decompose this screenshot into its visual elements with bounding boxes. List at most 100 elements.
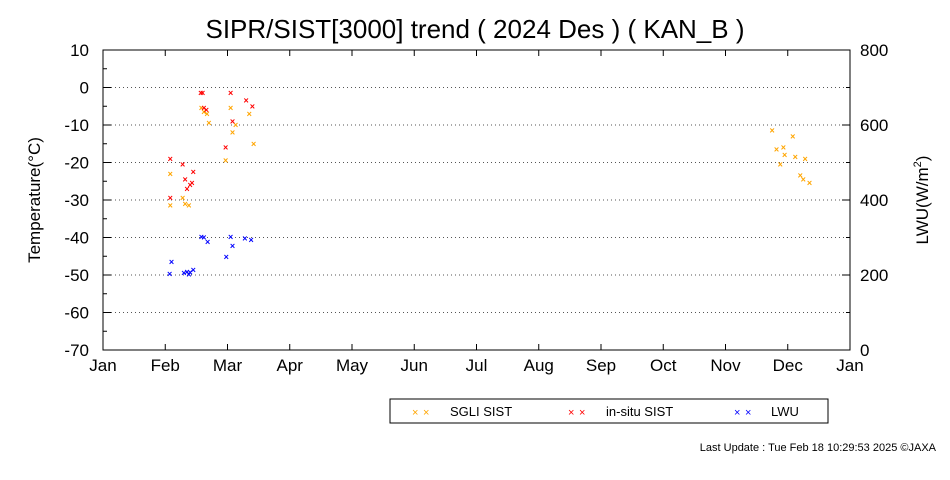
legend-marker-sgli-2: × — [423, 407, 429, 419]
data-point: × — [188, 180, 193, 190]
series-sgli-sist: ×××××××××××××××××××××××××× — [168, 103, 813, 211]
x-tick-label: Jun — [401, 356, 428, 375]
legend-marker-insitu-2: × — [579, 407, 585, 419]
data-point: × — [167, 269, 172, 279]
y-tick-labels: 10 0 -10 -20 -30 -40 -50 -60 -70 — [64, 41, 89, 360]
y2-tick-label: 0 — [860, 341, 869, 360]
data-point: × — [183, 199, 188, 209]
data-point: × — [230, 128, 235, 138]
data-point: × — [198, 88, 203, 98]
data-point: × — [778, 159, 783, 169]
data-point: × — [169, 257, 174, 267]
x-tick-labels: Jan Feb Mar Apr May Jun Jul Aug Sep Oct Nov Dec Jan — [89, 356, 863, 375]
data-point: × — [242, 233, 247, 243]
legend-marker-sgli: × — [412, 407, 421, 419]
y2-axis-label-close: ) — [913, 156, 932, 162]
y-tick-label: -70 — [64, 341, 89, 360]
data-point: × — [224, 252, 229, 262]
data-point: × — [223, 156, 228, 166]
x-tick-label: Sep — [586, 356, 616, 375]
data-point: × — [801, 174, 806, 184]
data-point: × — [186, 201, 191, 211]
data-point: × — [201, 233, 206, 243]
data-point: × — [191, 265, 196, 275]
data-point: × — [168, 154, 173, 164]
data-point: × — [249, 235, 254, 245]
data-point: × — [184, 267, 189, 277]
data-point: × — [168, 201, 173, 211]
data-point: × — [250, 101, 255, 111]
data-point: × — [206, 118, 211, 128]
x-tick-label: Mar — [213, 356, 243, 375]
data-point: × — [184, 184, 189, 194]
data-point: × — [168, 193, 173, 203]
data-point: × — [798, 171, 803, 181]
data-point: × — [228, 88, 233, 98]
data-point: × — [189, 178, 194, 188]
legend: × × SGLI SIST × × in-situ SIST × × LWU — [389, 398, 829, 424]
y2-tick-label: 600 — [860, 116, 888, 135]
data-point: × — [168, 169, 173, 179]
x-tick-label: Dec — [773, 356, 804, 375]
x-tick-label: Aug — [524, 356, 554, 375]
y2-tick-label: 200 — [860, 266, 888, 285]
legend-label-lwu: LWU — [771, 404, 799, 419]
data-point: × — [228, 232, 233, 242]
legend-marker-insitu: × — [568, 407, 574, 419]
data-point: × — [244, 96, 249, 106]
y2-tick-labels: 800 600 400 200 0 — [860, 41, 888, 360]
data-point: × — [181, 268, 186, 278]
data-point: × — [199, 232, 204, 242]
data-points: ××××××××××××××××××××××××××××××××××××××××… — [167, 88, 812, 279]
series-in-situ-sist: ××××××××××××××××× — [168, 88, 255, 203]
data-point: × — [201, 103, 206, 113]
y2-tick-label: 400 — [860, 191, 888, 210]
x-tick-label: Nov — [710, 356, 741, 375]
data-point: × — [204, 105, 209, 115]
data-point: × — [180, 193, 185, 203]
data-point: × — [230, 241, 235, 251]
data-point: × — [230, 116, 235, 126]
data-point: × — [223, 143, 228, 153]
x-tick-label: Feb — [151, 356, 180, 375]
x-tick-label: May — [336, 356, 369, 375]
data-point: × — [199, 103, 204, 113]
data-point: × — [200, 88, 205, 98]
y2-axis-label-sup: 2 — [912, 161, 924, 167]
y-tick-label: -40 — [64, 229, 89, 248]
legend-marker-lwu-2: × — [745, 407, 751, 419]
axis-ticks — [102, 49, 851, 351]
data-point: × — [204, 109, 209, 119]
y-tick-label: -10 — [64, 116, 89, 135]
y-tick-label: 10 — [70, 41, 89, 60]
data-point: × — [191, 167, 196, 177]
data-point: × — [790, 131, 795, 141]
x-tick-label: Jul — [466, 356, 488, 375]
chart-title: SIPR/SIST[3000] trend ( 2024 Des ) ( KAN… — [205, 14, 744, 44]
y-axis-label: Temperature(°C) — [25, 137, 44, 263]
y2-axis-label: LWU(W/m2) — [912, 156, 932, 245]
data-point: × — [782, 150, 787, 160]
data-point: × — [188, 267, 193, 277]
x-tick-label: Jan — [89, 356, 116, 375]
y-tick-label: -30 — [64, 191, 89, 210]
data-point: × — [251, 139, 256, 149]
legend-label-insitu: in-situ SIST — [606, 404, 673, 419]
last-update-footer: Last Update : Tue Feb 18 10:29:53 2025 ©… — [700, 442, 937, 454]
data-point: × — [186, 269, 191, 279]
series-lwu: ×× ×××××××××××× × — [167, 232, 254, 280]
y2-tick-label: 800 — [860, 41, 888, 60]
grid-lines — [103, 87, 850, 313]
x-tick-label: Apr — [277, 356, 304, 375]
legend-box — [389, 398, 829, 424]
y-tick-label: -60 — [64, 304, 89, 323]
data-point: × — [205, 237, 210, 247]
legend-label-sgli: SGLI SIST — [450, 404, 512, 419]
y-tick-label: -20 — [64, 154, 89, 173]
data-point: × — [781, 143, 786, 153]
data-point: × — [201, 107, 206, 117]
y-tick-label: -50 — [64, 266, 89, 285]
y2-axis-label-main: LWU(W/m — [913, 167, 932, 244]
data-point: × — [770, 126, 775, 136]
